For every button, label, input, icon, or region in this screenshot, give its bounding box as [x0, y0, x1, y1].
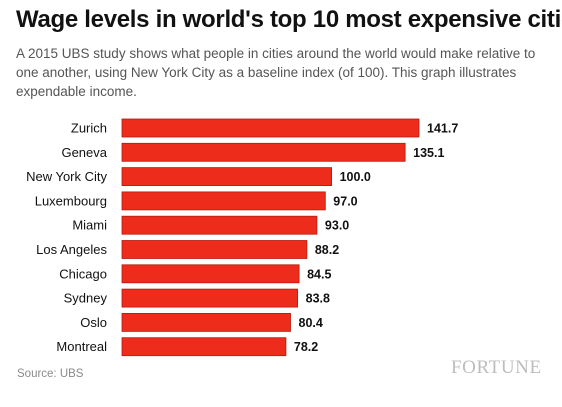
- bar-oslo: [121, 312, 291, 332]
- value-label: 135.1: [413, 146, 444, 160]
- fortune-logo: FORTUNE: [451, 357, 542, 378]
- bar-geneva: [121, 142, 406, 162]
- bar-sydney: [121, 288, 299, 308]
- value-label: 100.0: [340, 170, 371, 184]
- category-label: Zurich: [71, 121, 107, 136]
- bar-chicago: [121, 264, 300, 284]
- chart-subtitle: A 2015 UBS study shows what people in ci…: [16, 46, 536, 99]
- value-label: 83.8: [306, 292, 330, 306]
- bar-luxembourg: [121, 191, 326, 211]
- category-label: New York City: [26, 169, 107, 184]
- source-note: Source: UBS: [17, 368, 84, 380]
- value-label: 78.2: [294, 340, 318, 354]
- category-label: Sydney: [64, 291, 108, 306]
- value-label: 141.7: [427, 122, 458, 136]
- category-label: Geneva: [61, 145, 107, 160]
- category-label: Los Angeles: [36, 242, 107, 257]
- category-label: Oslo: [80, 315, 107, 330]
- category-label: Miami: [72, 218, 107, 233]
- bar-montreal: [121, 337, 287, 357]
- bar-new-york-city: [121, 167, 332, 187]
- value-label: 80.4: [299, 316, 323, 330]
- value-label: 93.0: [325, 219, 349, 233]
- chart-title: Wage levels in world's top 10 most expen…: [16, 6, 562, 33]
- value-label: 88.2: [315, 243, 339, 257]
- category-label: Luxembourg: [35, 193, 107, 208]
- bar-zurich: [121, 118, 420, 138]
- value-label: 84.5: [307, 267, 331, 281]
- value-label: 97.0: [333, 194, 357, 208]
- category-label: Chicago: [59, 266, 107, 281]
- bar-miami: [121, 215, 318, 235]
- category-label: Montreal: [56, 339, 107, 354]
- bar-los-angeles: [121, 240, 308, 259]
